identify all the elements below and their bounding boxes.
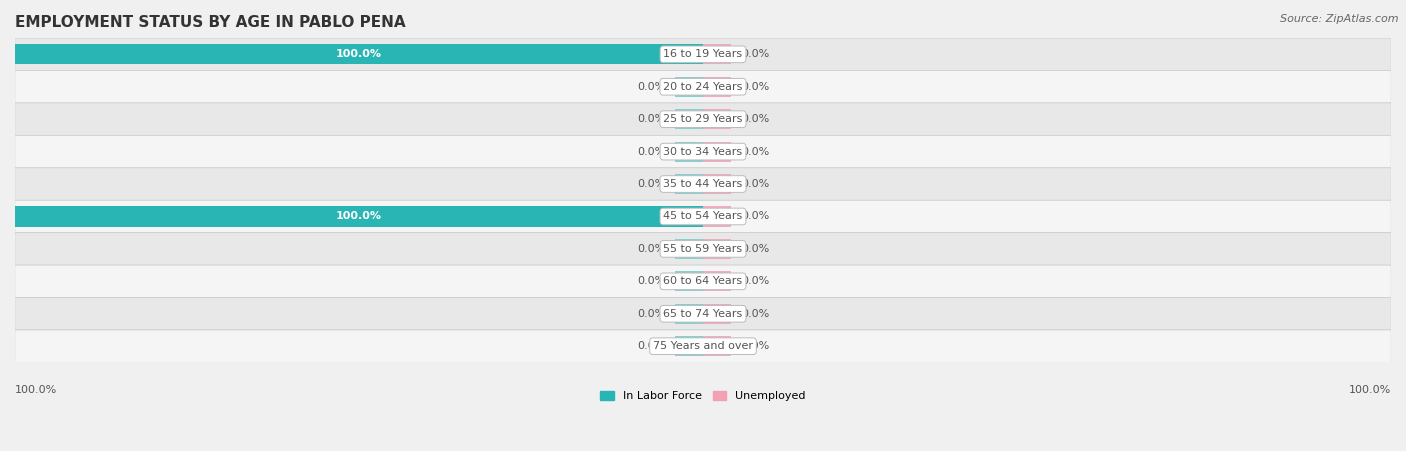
Text: 0.0%: 0.0% bbox=[741, 341, 769, 351]
Text: 55 to 59 Years: 55 to 59 Years bbox=[664, 244, 742, 254]
Text: 35 to 44 Years: 35 to 44 Years bbox=[664, 179, 742, 189]
Text: 75 Years and over: 75 Years and over bbox=[652, 341, 754, 351]
Text: 0.0%: 0.0% bbox=[637, 244, 665, 254]
Bar bbox=[675, 239, 703, 259]
FancyBboxPatch shape bbox=[15, 298, 1391, 330]
Text: 0.0%: 0.0% bbox=[637, 147, 665, 156]
Bar bbox=[675, 174, 703, 194]
Bar bbox=[675, 142, 703, 161]
Bar bbox=[675, 109, 703, 129]
Bar bbox=[703, 336, 731, 356]
Text: 0.0%: 0.0% bbox=[637, 276, 665, 286]
Text: 65 to 74 Years: 65 to 74 Years bbox=[664, 309, 742, 319]
Bar bbox=[675, 272, 703, 291]
Text: 0.0%: 0.0% bbox=[741, 276, 769, 286]
Text: 0.0%: 0.0% bbox=[637, 82, 665, 92]
Text: 0.0%: 0.0% bbox=[741, 49, 769, 60]
Text: 20 to 24 Years: 20 to 24 Years bbox=[664, 82, 742, 92]
FancyBboxPatch shape bbox=[15, 38, 1391, 70]
Bar bbox=[703, 272, 731, 291]
Bar bbox=[703, 304, 731, 324]
Text: 100.0%: 100.0% bbox=[336, 212, 382, 221]
Text: 60 to 64 Years: 60 to 64 Years bbox=[664, 276, 742, 286]
FancyBboxPatch shape bbox=[15, 70, 1391, 103]
Legend: In Labor Force, Unemployed: In Labor Force, Unemployed bbox=[596, 386, 810, 405]
Text: 0.0%: 0.0% bbox=[741, 147, 769, 156]
Text: 0.0%: 0.0% bbox=[637, 114, 665, 124]
Bar bbox=[703, 142, 731, 161]
Bar bbox=[703, 77, 731, 97]
FancyBboxPatch shape bbox=[15, 265, 1391, 298]
Text: Source: ZipAtlas.com: Source: ZipAtlas.com bbox=[1281, 14, 1399, 23]
Text: 0.0%: 0.0% bbox=[741, 179, 769, 189]
FancyBboxPatch shape bbox=[15, 233, 1391, 265]
Text: 0.0%: 0.0% bbox=[637, 179, 665, 189]
Text: 100.0%: 100.0% bbox=[336, 49, 382, 60]
Text: 45 to 54 Years: 45 to 54 Years bbox=[664, 212, 742, 221]
Bar bbox=[15, 44, 703, 64]
Text: 0.0%: 0.0% bbox=[741, 212, 769, 221]
Text: 100.0%: 100.0% bbox=[15, 385, 58, 395]
Bar bbox=[675, 304, 703, 324]
Text: 0.0%: 0.0% bbox=[741, 244, 769, 254]
Text: 0.0%: 0.0% bbox=[741, 114, 769, 124]
Bar bbox=[675, 336, 703, 356]
Text: 0.0%: 0.0% bbox=[741, 309, 769, 319]
FancyBboxPatch shape bbox=[15, 103, 1391, 135]
Text: 0.0%: 0.0% bbox=[637, 341, 665, 351]
FancyBboxPatch shape bbox=[15, 330, 1391, 363]
Bar bbox=[15, 207, 703, 226]
Bar bbox=[703, 174, 731, 194]
Text: 16 to 19 Years: 16 to 19 Years bbox=[664, 49, 742, 60]
Text: 0.0%: 0.0% bbox=[741, 82, 769, 92]
Bar bbox=[675, 77, 703, 97]
Bar bbox=[703, 109, 731, 129]
Text: EMPLOYMENT STATUS BY AGE IN PABLO PENA: EMPLOYMENT STATUS BY AGE IN PABLO PENA bbox=[15, 15, 405, 30]
FancyBboxPatch shape bbox=[15, 135, 1391, 168]
Text: 0.0%: 0.0% bbox=[637, 309, 665, 319]
Text: 100.0%: 100.0% bbox=[1348, 385, 1391, 395]
Text: 30 to 34 Years: 30 to 34 Years bbox=[664, 147, 742, 156]
Bar bbox=[703, 239, 731, 259]
Bar bbox=[703, 44, 731, 64]
Bar bbox=[703, 207, 731, 226]
FancyBboxPatch shape bbox=[15, 200, 1391, 233]
FancyBboxPatch shape bbox=[15, 168, 1391, 200]
Text: 25 to 29 Years: 25 to 29 Years bbox=[664, 114, 742, 124]
